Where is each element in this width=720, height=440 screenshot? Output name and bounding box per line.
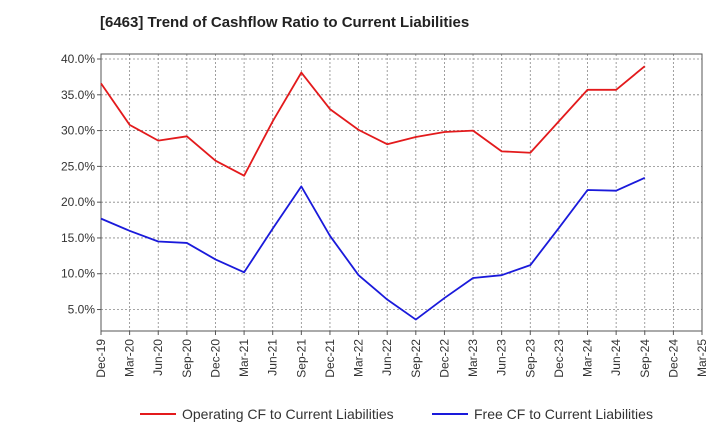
x-tick-label: Mar-22 [352,339,366,377]
chart-title: [6463] Trend of Cashflow Ratio to Curren… [100,14,470,31]
y-tick-label: 30.0% [61,124,95,138]
series-line-2 [100,177,646,321]
x-tick-label: Sep-21 [294,339,308,378]
x-tick-label: Sep-24 [638,339,652,378]
x-tick-label: Jun-23 [495,339,509,376]
x-tick-label: Mar-25 [695,339,709,377]
x-tick-label: Jun-24 [609,339,623,376]
x-tick-label: Dec-21 [323,339,337,378]
x-tick-label: Dec-24 [666,339,680,378]
y-tick-label: 20.0% [61,195,95,209]
x-tick-label: Mar-20 [123,339,137,377]
legend-label-1: Operating CF to Current Liabilities [182,406,394,422]
x-tick-label: Dec-22 [437,339,451,378]
x-tick-label: Sep-22 [409,339,423,378]
x-tick-label: Sep-23 [523,339,537,378]
x-tick-label: Jun-20 [151,339,165,376]
x-tick-label: Dec-20 [208,339,222,378]
x-tick-label: Sep-20 [180,339,194,378]
x-tick-label: Mar-24 [581,339,595,377]
legend-label-2: Free CF to Current Liabilities [474,406,653,422]
y-tick-label: 15.0% [61,231,95,245]
x-tick-label: Jun-22 [380,339,394,376]
y-tick-label: 5.0% [68,303,96,317]
y-tick-label: 25.0% [61,159,95,173]
plot-frame [100,53,703,332]
x-tick-label: Mar-21 [237,339,251,377]
x-tick-label: Dec-23 [552,339,566,378]
x-tick-label: Jun-21 [266,339,280,376]
y-tick-label: 10.0% [61,267,95,281]
y-tick-label: 40.0% [61,52,95,66]
x-tick-label: Mar-23 [466,339,480,377]
series-line-1 [100,65,646,177]
x-tick-label: Dec-19 [94,339,108,378]
y-tick-label: 35.0% [61,88,95,102]
